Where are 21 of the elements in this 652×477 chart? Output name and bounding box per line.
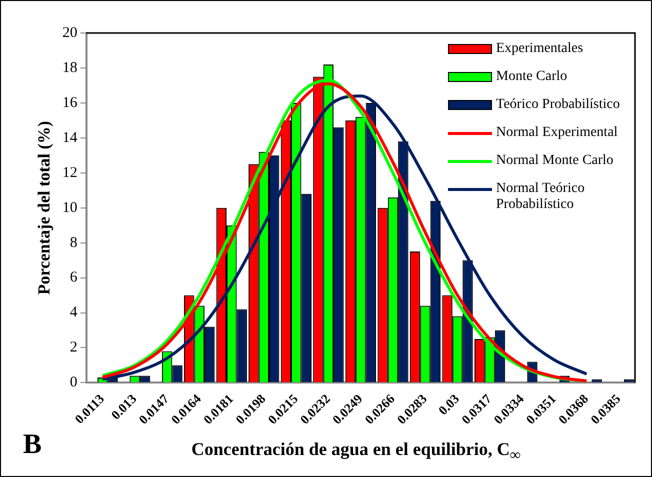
y-tick-label: 16	[62, 94, 78, 111]
legend-label: Teórico Probabilístico	[496, 97, 620, 113]
y-axis-title: Porcentaje del total (%)	[34, 120, 54, 295]
y-tick-label: 2	[70, 340, 78, 356]
y-tick-label: 0	[70, 374, 78, 391]
y-tick-label: 4	[70, 304, 78, 321]
y-tick-label: 6	[70, 270, 78, 286]
y-tick-label: 8	[70, 234, 78, 251]
legend-label: Monte Carlo	[496, 69, 568, 85]
legend-label: Normal Monte Carlo	[496, 153, 614, 169]
y-tick-label: 20	[62, 24, 78, 41]
legend-label: Experimentales	[496, 41, 584, 57]
x-axis-title: Concentración de agua en el equilibrio, C$_{∞}$	[190, 439, 522, 465]
y-tick-label: 18	[62, 60, 78, 76]
y-tick-label: 12	[62, 164, 78, 181]
text: B	[23, 429, 42, 461]
legend-label: Normal Teórico Probabilístico	[496, 181, 586, 213]
y-tick-label: 10	[62, 200, 78, 216]
legend-label: Normal Experimental	[496, 125, 618, 141]
y-tick-label: 14	[62, 130, 78, 146]
x-tick-label: 0.03	[435, 390, 462, 418]
